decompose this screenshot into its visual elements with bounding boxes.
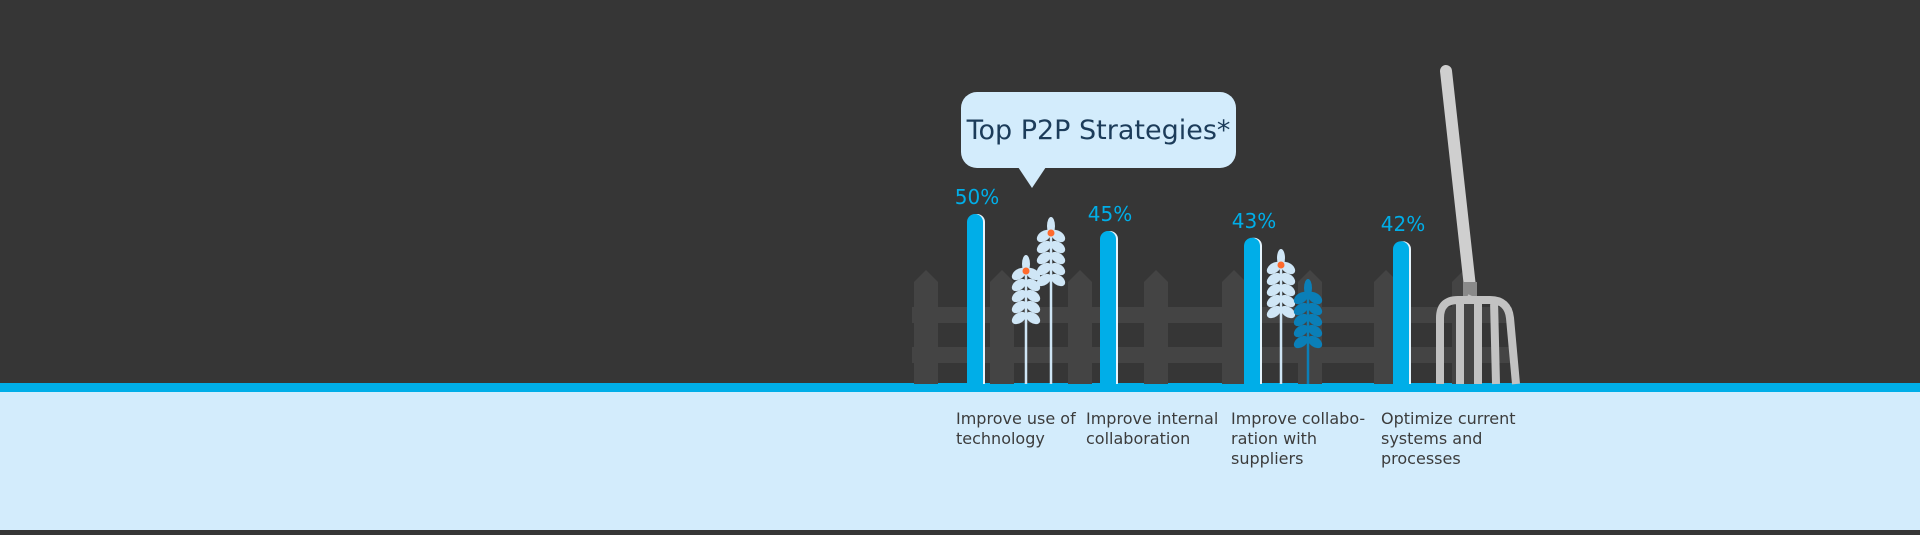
pitchfork-icon <box>1436 65 1520 385</box>
wheat-grain <box>1280 283 1296 297</box>
wheat-grain <box>1011 311 1027 325</box>
wheat-grain <box>1036 273 1052 287</box>
wheat-grain <box>1307 302 1323 316</box>
fence-rail <box>912 347 1512 363</box>
category-label: Improve internal collaboration <box>1086 409 1219 448</box>
pitchfork-tines <box>1436 294 1520 385</box>
pitchfork-handle <box>1440 65 1476 293</box>
wheat-grain <box>1266 305 1282 319</box>
wheat-grain <box>1280 305 1296 319</box>
wheat-grain <box>1025 278 1041 292</box>
bar <box>1393 241 1409 384</box>
wheat-grain <box>1025 311 1041 325</box>
wheat-grain <box>1011 300 1027 314</box>
fence-picket <box>1222 270 1246 384</box>
wheat-grain <box>1280 294 1296 308</box>
wheat-grain <box>1011 278 1027 292</box>
wheat-grain <box>1293 291 1309 305</box>
bar-group: 45% <box>1088 202 1132 384</box>
fence-rail <box>912 307 1512 323</box>
bar <box>1100 231 1116 384</box>
wheat-grain <box>1293 324 1309 338</box>
wheat-grain <box>1036 251 1052 265</box>
bubble-box <box>961 92 1236 168</box>
wheat-grain <box>1036 262 1052 276</box>
fence-icon <box>912 270 1512 384</box>
fence-picket <box>990 270 1014 384</box>
chart-title: Top P2P Strategies* <box>966 115 1231 146</box>
wheat-grain <box>1307 324 1323 338</box>
category-label: Improve collabo- ration with suppliers <box>1231 409 1366 468</box>
wheat-icon <box>1036 217 1066 384</box>
wheat-grain <box>1050 262 1066 276</box>
wheat-grain <box>1036 240 1052 254</box>
wheat-grain <box>1011 289 1027 303</box>
wheat-grain <box>1266 272 1282 286</box>
data-label: 45% <box>1088 202 1132 226</box>
wheat-grain <box>1307 313 1323 327</box>
wheat-grain <box>1025 289 1041 303</box>
bar-group: 43% <box>1232 209 1276 384</box>
fence-picket <box>1068 270 1092 384</box>
wheat-grain <box>1293 302 1309 316</box>
ground-line <box>0 383 1920 392</box>
wheat-icon <box>1011 255 1041 384</box>
ground-panel <box>0 384 1920 530</box>
bar-group: 42% <box>1381 212 1425 384</box>
data-label: 50% <box>955 185 999 209</box>
fence-picket <box>1374 270 1398 384</box>
category-label: Improve use of technology <box>956 409 1076 448</box>
data-label: 43% <box>1232 209 1276 233</box>
wheat-icon <box>1266 249 1296 384</box>
wheat-grain <box>1266 283 1282 297</box>
wheat-seed <box>1022 267 1030 275</box>
wheat-grain <box>1293 313 1309 327</box>
wheat-grain <box>1293 335 1309 349</box>
data-label: 42% <box>1381 212 1425 236</box>
wheat-seed <box>1047 229 1055 237</box>
bubble-tail <box>1018 167 1046 188</box>
wheat-grain <box>1025 300 1041 314</box>
bar-group: 50% <box>955 185 999 384</box>
wheat-grain <box>1050 251 1066 265</box>
fence-picket <box>1144 270 1168 384</box>
wheat-grain <box>1050 240 1066 254</box>
bar <box>1244 237 1260 384</box>
wheat-grain <box>1266 294 1282 308</box>
category-label: Optimize current systems and processes <box>1381 409 1516 468</box>
pitchfork-collar <box>1463 282 1477 296</box>
fence-picket <box>914 270 938 384</box>
bar <box>967 214 983 384</box>
wheat-grain <box>1307 335 1323 349</box>
wheat-icon <box>1293 279 1323 384</box>
wheat-grain <box>1307 291 1323 305</box>
wheat-seed <box>1277 261 1285 269</box>
wheat-grain <box>1050 273 1066 287</box>
wheat-grain <box>1280 272 1296 286</box>
speech-bubble: Top P2P Strategies* <box>961 92 1236 188</box>
